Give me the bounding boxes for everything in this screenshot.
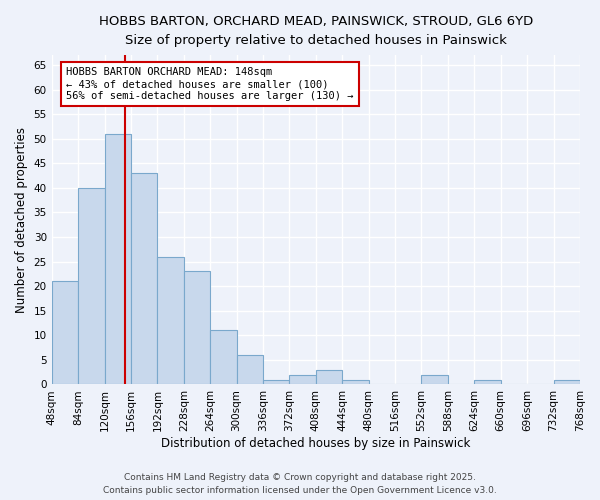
Bar [104, 134, 131, 384]
Bar [289, 374, 316, 384]
X-axis label: Distribution of detached houses by size in Painswick: Distribution of detached houses by size … [161, 437, 470, 450]
Bar [236, 355, 263, 384]
Bar [52, 281, 78, 384]
Bar [184, 272, 210, 384]
Bar [554, 380, 580, 384]
Bar [78, 188, 104, 384]
Title: HOBBS BARTON, ORCHARD MEAD, PAINSWICK, STROUD, GL6 6YD
Size of property relative: HOBBS BARTON, ORCHARD MEAD, PAINSWICK, S… [99, 15, 533, 47]
Bar [342, 380, 368, 384]
Bar [475, 380, 501, 384]
Text: Contains HM Land Registry data © Crown copyright and database right 2025.
Contai: Contains HM Land Registry data © Crown c… [103, 474, 497, 495]
Bar [157, 256, 184, 384]
Bar [263, 380, 289, 384]
Bar [421, 374, 448, 384]
Text: HOBBS BARTON ORCHARD MEAD: 148sqm
← 43% of detached houses are smaller (100)
56%: HOBBS BARTON ORCHARD MEAD: 148sqm ← 43% … [67, 68, 354, 100]
Bar [210, 330, 236, 384]
Bar [316, 370, 342, 384]
Y-axis label: Number of detached properties: Number of detached properties [15, 127, 28, 313]
Bar [131, 173, 157, 384]
